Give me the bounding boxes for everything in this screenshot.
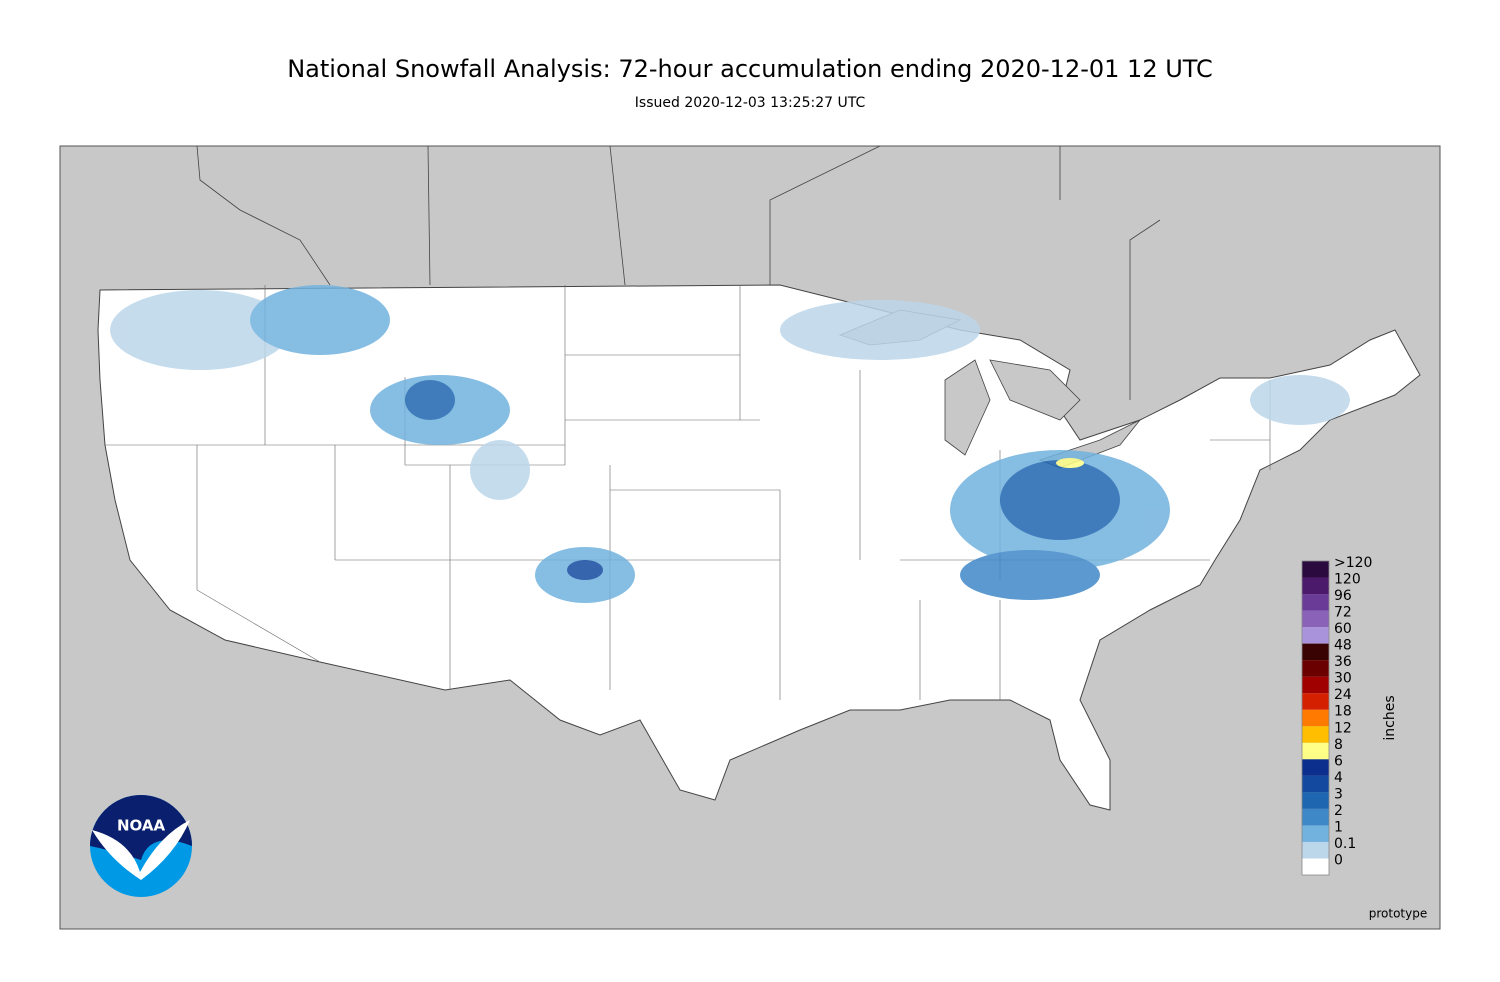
legend-label: 4 xyxy=(1334,770,1343,786)
title: National Snowfall Analysis: 72-hour accu… xyxy=(287,55,1213,83)
prototype-note: prototype xyxy=(1369,907,1427,921)
country-borders xyxy=(196,145,1161,400)
legend-swatch xyxy=(1302,858,1329,875)
legend-label: 24 xyxy=(1334,687,1352,703)
legend-swatch xyxy=(1302,577,1329,595)
legend-swatch xyxy=(1302,792,1329,809)
legend-label: 30 xyxy=(1334,671,1352,687)
legend-swatch xyxy=(1302,808,1329,826)
legend-label: 3 xyxy=(1334,786,1343,802)
legend-swatch xyxy=(1302,676,1329,694)
legend-label: 2 xyxy=(1334,803,1343,819)
legend-label: 60 xyxy=(1334,621,1352,637)
legend-label: 12 xyxy=(1334,720,1352,736)
legend-swatch xyxy=(1302,726,1329,743)
legend-label: 120 xyxy=(1334,572,1361,588)
legend-label: >120 xyxy=(1334,555,1372,571)
legend-label: 8 xyxy=(1334,737,1343,753)
noaa-logo: NOAA xyxy=(90,795,192,897)
legend-unit: inches xyxy=(1382,695,1398,740)
map xyxy=(59,145,1441,930)
legend-label: 6 xyxy=(1334,753,1343,769)
legend-swatch xyxy=(1302,841,1329,859)
subtitle: Issued 2020-12-03 13:25:27 UTC xyxy=(635,95,866,111)
legend-label: 96 xyxy=(1334,588,1352,604)
legend-swatch xyxy=(1302,709,1329,727)
legend-swatch xyxy=(1302,660,1329,677)
legend-swatch xyxy=(1302,610,1329,628)
logo-text: NOAA xyxy=(117,817,166,835)
legend-swatch xyxy=(1302,594,1329,611)
snowfall-shading xyxy=(110,285,1350,603)
legend-swatch xyxy=(1302,627,1329,644)
legend-swatch xyxy=(1302,825,1329,842)
legend-swatch xyxy=(1302,759,1329,776)
legend-label: 1 xyxy=(1334,819,1343,835)
legend-swatch xyxy=(1302,693,1329,710)
legend-swatch xyxy=(1302,775,1329,793)
legend-swatch xyxy=(1302,561,1329,578)
legend-label: 36 xyxy=(1334,654,1352,670)
legend-swatch xyxy=(1302,643,1329,661)
legend-label: 48 xyxy=(1334,638,1352,654)
legend-label: 0.1 xyxy=(1334,836,1356,852)
legend-label: 72 xyxy=(1334,605,1352,621)
legend-swatch xyxy=(1302,742,1329,760)
legend-label: 18 xyxy=(1334,704,1352,720)
legend-label: 0 xyxy=(1334,852,1343,868)
legend-frame xyxy=(1301,560,1330,876)
